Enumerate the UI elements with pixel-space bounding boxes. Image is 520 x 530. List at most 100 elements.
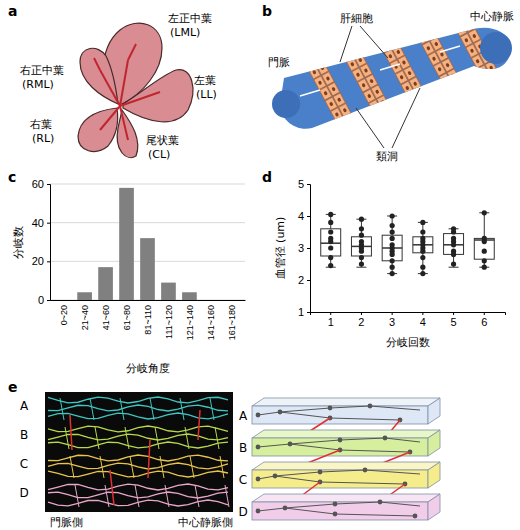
- vessel-trace: [155, 427, 159, 449]
- tick-label: 121~140: [185, 305, 195, 340]
- nucleus: [339, 40, 344, 45]
- hepatocyte: [420, 98, 432, 111]
- layer-label: A: [20, 399, 29, 413]
- branch: [285, 504, 335, 508]
- hepatocyte: [377, 96, 389, 109]
- point: [451, 261, 456, 266]
- tick-label: 3: [389, 316, 395, 328]
- hepatocyte: [308, 65, 320, 78]
- nucleus: [329, 101, 334, 106]
- tick: 5: [298, 178, 310, 190]
- vessel: [128, 44, 136, 60]
- tick-label: 5: [451, 316, 457, 328]
- nucleus: [361, 83, 366, 88]
- tick: 60: [32, 178, 50, 190]
- vessel-trace: [48, 426, 228, 432]
- panel-a: a左正中葉(LML)右正中葉(RML)左葉(LL)右葉(RL)尾状葉(CL): [8, 3, 217, 161]
- hepatocyte: [311, 51, 323, 64]
- branch: [335, 514, 415, 516]
- node: [283, 506, 288, 511]
- hepatocyte: [458, 90, 470, 103]
- tick: 141~160: [206, 300, 216, 340]
- lobe-name: 左葉: [194, 74, 216, 87]
- tick-mark: [47, 223, 50, 224]
- point: [482, 239, 487, 244]
- nucleus: [335, 112, 340, 117]
- bar: [140, 238, 155, 300]
- hepatocyte: [457, 8, 469, 21]
- tick: 1: [328, 312, 334, 328]
- layer-label: D: [19, 486, 28, 500]
- tick-label: 3: [298, 242, 304, 254]
- point: [328, 239, 333, 244]
- tick: 1: [298, 306, 310, 318]
- hepatocyte: [297, 44, 309, 57]
- tick-mark: [307, 248, 310, 249]
- tick: 3: [298, 242, 310, 254]
- point: [328, 212, 333, 217]
- lobe-name: 尾状葉: [146, 134, 179, 147]
- tick-label: 1: [298, 306, 304, 318]
- hepatocyte: [472, 55, 484, 68]
- point: [359, 217, 364, 222]
- point: [420, 249, 425, 254]
- panel-label: e: [8, 379, 18, 395]
- vessel-trace: [48, 397, 228, 403]
- slab-front: [252, 438, 428, 456]
- tick-mark: [47, 300, 50, 301]
- panel-b: b肝細胞門脈中心静脈類洞: [262, 3, 514, 163]
- tick: 0~20: [59, 300, 69, 325]
- lobe-name: 左正中葉: [168, 12, 212, 25]
- point: [390, 223, 395, 228]
- whisker-cap: [356, 267, 366, 268]
- tick: 161~180: [227, 300, 237, 340]
- hepatocyte: [382, 106, 394, 119]
- tick-label: 1: [328, 316, 334, 328]
- layer-label: A: [239, 409, 248, 423]
- vessel: [120, 60, 128, 106]
- bar: [161, 283, 176, 300]
- tick-mark: [47, 261, 50, 262]
- nucleus: [443, 77, 448, 82]
- node: [333, 502, 338, 507]
- nucleus: [464, 38, 469, 43]
- figure: a左正中葉(LML)右正中葉(RML)左葉(LL)右葉(RL)尾状葉(CL) b肝…: [0, 0, 520, 530]
- nucleus: [462, 94, 467, 99]
- axis: 123456: [311, 312, 506, 328]
- central-vein: [480, 32, 512, 64]
- nucleus: [385, 28, 390, 33]
- box: [382, 235, 402, 261]
- nucleus: [428, 31, 433, 36]
- nucleus: [381, 100, 386, 105]
- tick: 111~120: [164, 300, 174, 339]
- tick: 4: [420, 312, 426, 328]
- bar: [203, 300, 218, 301]
- point: [482, 258, 487, 263]
- vessel: [94, 58, 100, 70]
- hepatocyte: [381, 24, 393, 37]
- vessel-trace: [215, 427, 219, 449]
- bar: [77, 292, 92, 300]
- vessel-trace: [225, 485, 229, 507]
- sinusoid-band: [280, 28, 511, 129]
- leader: [356, 108, 384, 148]
- lobe-abbr: (LL): [196, 88, 217, 101]
- nucleus: [350, 62, 355, 67]
- point: [359, 261, 364, 266]
- hepatocyte: [419, 16, 431, 29]
- axis: 0~2021~4041~6061~8081~110111~120121~1401…: [51, 300, 246, 340]
- hepatocyte: [336, 118, 348, 131]
- nucleus: [382, 43, 387, 48]
- layer-label: C: [20, 457, 28, 471]
- tick-label: 60: [32, 178, 44, 190]
- hepatocyte: [352, 68, 364, 81]
- point: [390, 271, 395, 276]
- hepatocyte: [477, 65, 489, 78]
- lobe: [123, 70, 193, 122]
- vessel: [100, 70, 120, 106]
- nucleus: [437, 67, 442, 72]
- vessel-trace: [195, 485, 199, 507]
- branch: [258, 476, 275, 479]
- branch: [285, 508, 335, 514]
- tick: 61~80: [122, 300, 132, 330]
